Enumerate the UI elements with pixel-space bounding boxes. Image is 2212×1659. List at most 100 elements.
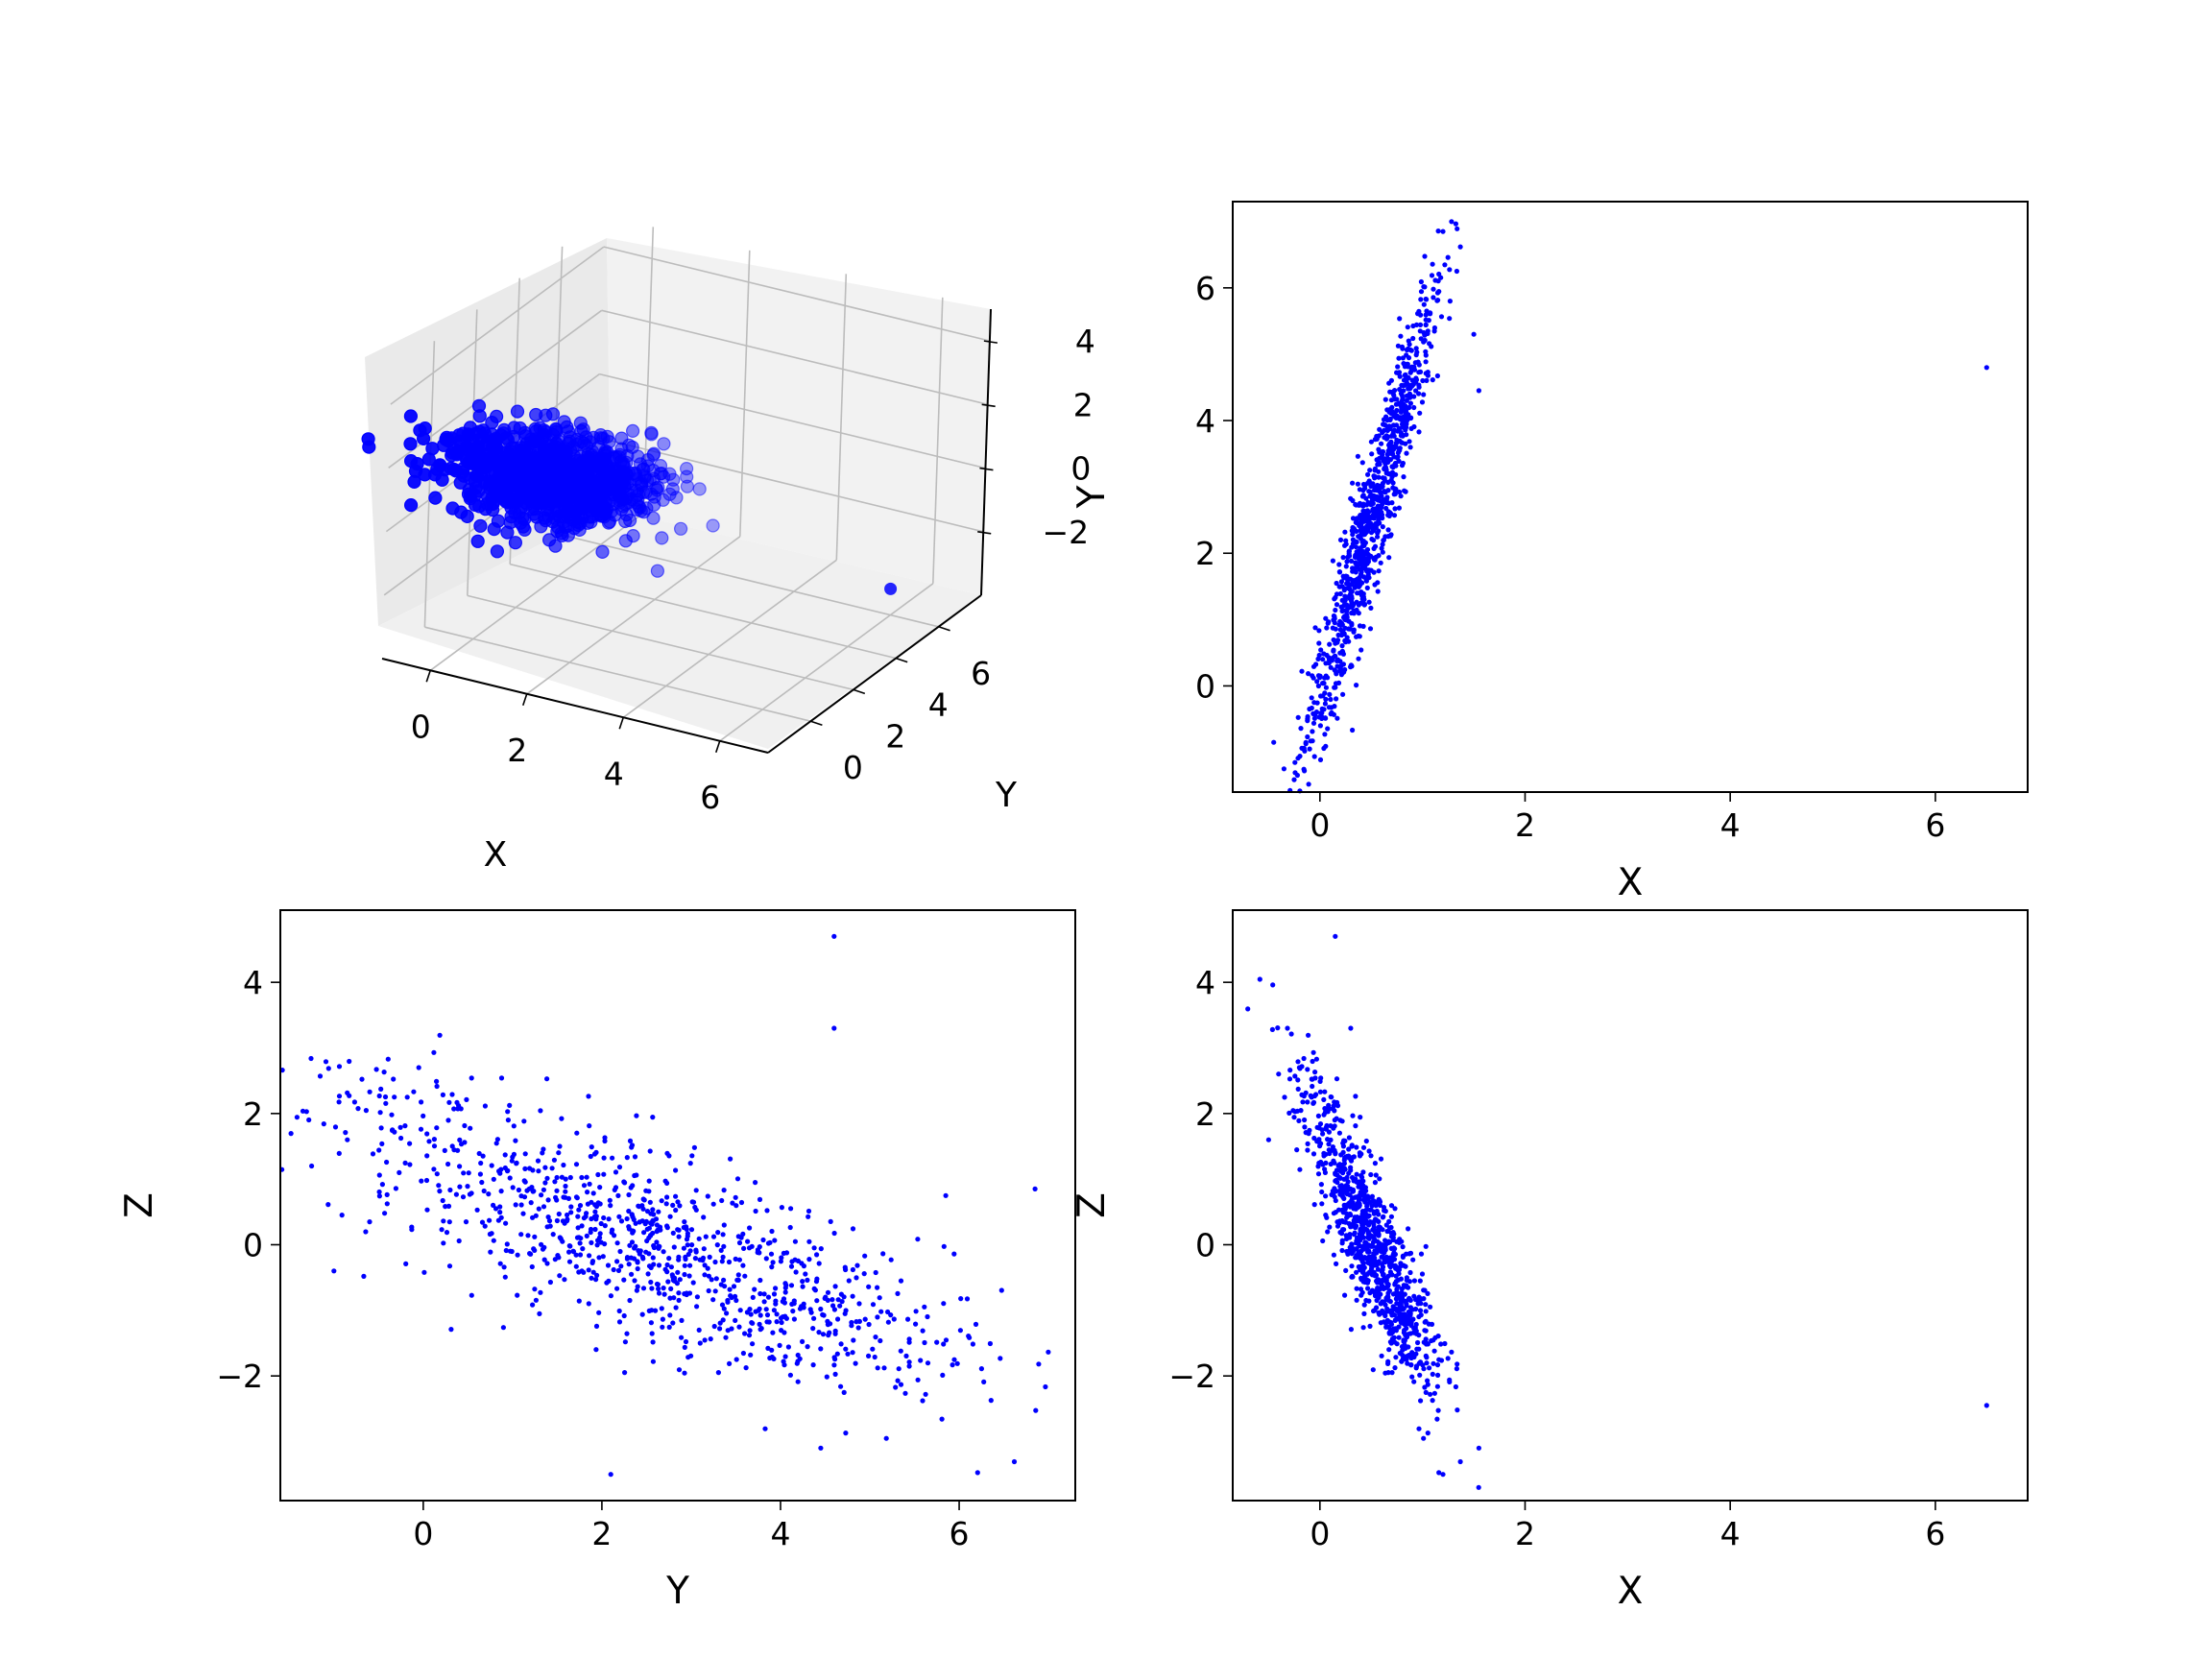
scatter-point (407, 1162, 413, 1167)
scatter-point (606, 1216, 612, 1222)
scatter-point (1303, 741, 1309, 747)
back-pane (607, 238, 991, 595)
z-tick-3d (983, 340, 998, 344)
scatter-point (1295, 756, 1301, 761)
scatter-point (1349, 1142, 1355, 1148)
scatter-point (1320, 1238, 1326, 1244)
scatter-point (614, 1286, 620, 1291)
scatter-point (1344, 1214, 1350, 1220)
scatter-point (654, 1281, 661, 1287)
scatter-point (1402, 364, 1407, 370)
scatter-point (1355, 481, 1360, 487)
scatter-point (1407, 347, 1413, 352)
scatter-point (1388, 448, 1395, 455)
scatter-point (1329, 658, 1334, 663)
scatter-point (1397, 489, 1403, 495)
scatter-point (1367, 1260, 1373, 1265)
scatter-point-outlier (943, 1192, 949, 1198)
y-tick-label: 2 (243, 1095, 263, 1133)
scatter-point (661, 1291, 667, 1297)
scatter-points-3d (361, 398, 898, 595)
scatter-point (1400, 1244, 1406, 1250)
scatter-point (771, 1291, 778, 1297)
scatter-point (1332, 667, 1337, 673)
scatter-point (688, 1227, 695, 1233)
scatter-point (1386, 380, 1392, 386)
scatter-point (835, 1297, 841, 1303)
scatter-point-3d (500, 525, 515, 540)
scatter-point (640, 1196, 646, 1202)
scatter-point (1429, 344, 1434, 349)
scatter-point (1379, 545, 1384, 551)
scatter-point (1353, 1094, 1358, 1099)
scatter-point (713, 1276, 719, 1282)
scatter-point (646, 1225, 653, 1231)
scatter-point (1344, 1174, 1350, 1181)
scatter-point (883, 1435, 889, 1441)
scatter-point (1367, 554, 1373, 560)
scatter-point (1374, 1208, 1380, 1214)
scatter-point (1404, 1334, 1410, 1340)
scatter-point (1377, 426, 1382, 432)
scatter-point-3d (487, 521, 501, 537)
scatter-point (378, 1125, 384, 1131)
scatter-point (1348, 1327, 1354, 1333)
scatter-point (825, 1322, 831, 1328)
scatter-point (550, 1232, 556, 1238)
scatter-point (626, 1208, 632, 1214)
scatter-point (624, 1215, 630, 1222)
scatter-point (888, 1312, 894, 1318)
scatter-point (1333, 685, 1338, 690)
scatter-point (1307, 706, 1312, 712)
scatter-point (1308, 738, 1313, 744)
scatter-point (650, 1255, 656, 1261)
scatter-point (616, 1214, 622, 1219)
scatter-point (906, 1336, 912, 1342)
scatter-point (1317, 1078, 1323, 1084)
scatter-point (768, 1251, 775, 1257)
scatter-point (1270, 982, 1276, 988)
scatter-point (441, 1218, 446, 1224)
scatter-point (837, 1303, 843, 1309)
scatter-point (407, 1141, 413, 1146)
scatter-point (1424, 308, 1430, 314)
scatter-point (777, 1342, 782, 1348)
scatter-point (1447, 1377, 1453, 1382)
scatter-point (950, 1362, 955, 1368)
scatter-point (670, 1230, 676, 1236)
scatter-point (1290, 1108, 1296, 1114)
scatter-point (1447, 267, 1453, 273)
scatter-point (632, 1278, 637, 1284)
scatter-point (1400, 1253, 1406, 1259)
scatter-point (1348, 558, 1355, 565)
scatter-point (1406, 355, 1412, 361)
scatter-point (782, 1281, 788, 1286)
scatter-point (1406, 1297, 1411, 1303)
scatter-point (1396, 1294, 1402, 1300)
scatter-point (683, 1254, 688, 1260)
scatter-point (682, 1370, 687, 1376)
scatter-point (1396, 1334, 1402, 1340)
scatter-point (566, 1249, 572, 1255)
scatter-point (1307, 1127, 1312, 1133)
scatter-point (1275, 1025, 1281, 1031)
scatter-point (556, 1211, 562, 1217)
scatter-point (1360, 510, 1367, 516)
y-axis-label: Y (1070, 485, 1114, 509)
scatter-point (1322, 701, 1328, 707)
scatter-point-outlier (1348, 1025, 1354, 1031)
scatter-point (770, 1260, 776, 1265)
scatter-point (300, 1108, 306, 1114)
scatter-point (355, 1106, 361, 1112)
scatter-point-outlier (345, 1137, 350, 1142)
scatter-point (843, 1266, 849, 1273)
scatter-point (1400, 433, 1406, 439)
scatter-point (673, 1167, 679, 1173)
scatter-point (1322, 732, 1328, 737)
x-tick-label-3d: 4 (604, 755, 624, 792)
scatter-point (1413, 1331, 1419, 1336)
scatter-point (1382, 1312, 1388, 1319)
scatter-point (575, 1225, 581, 1231)
scatter-point (685, 1231, 691, 1237)
